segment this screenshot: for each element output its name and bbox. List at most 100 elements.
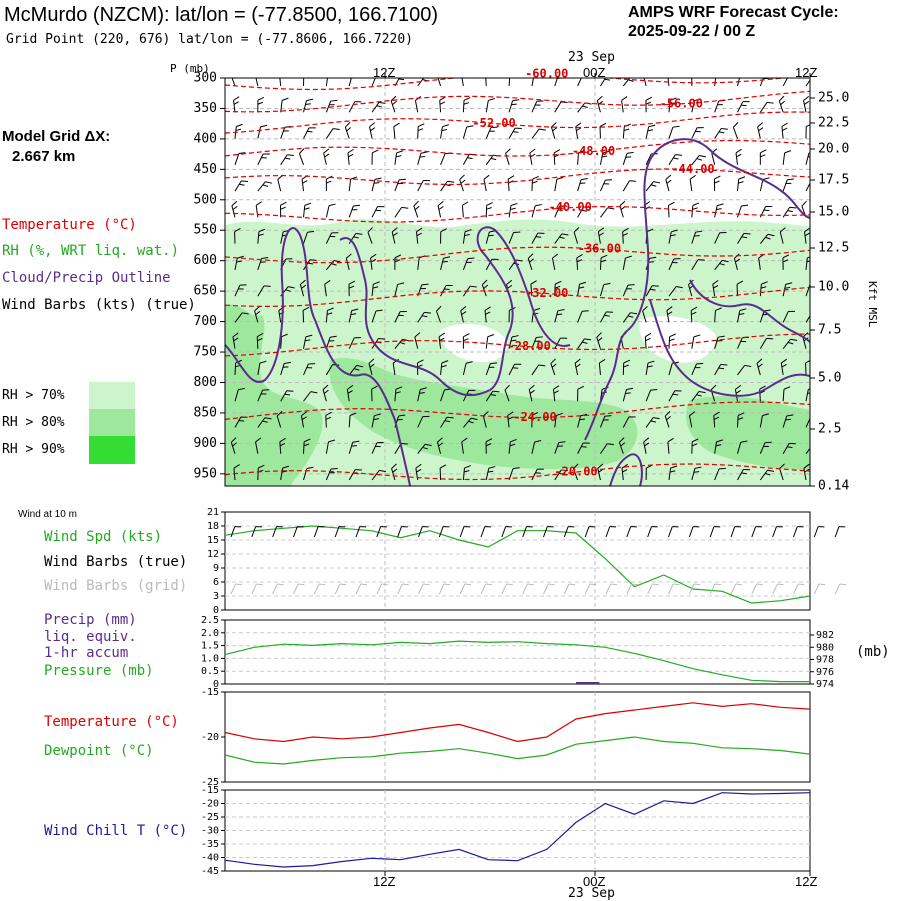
wind-barb-flag xyxy=(739,176,745,180)
wind-barb xyxy=(715,71,723,87)
pressure-tick-label: 850 xyxy=(194,405,217,420)
wind-barb xyxy=(418,178,430,194)
wind-barb-staff xyxy=(372,102,379,112)
pressure-tick-label: 800 xyxy=(194,375,217,390)
wind-barb xyxy=(486,153,500,169)
wind-barb-staff xyxy=(646,182,653,191)
wind-barb-staff xyxy=(509,205,511,217)
wind-barb xyxy=(440,97,447,112)
wind-panel-tick-label: 6 xyxy=(213,577,219,588)
wind-barb xyxy=(281,152,294,168)
wind-barb xyxy=(555,176,564,192)
wind-barb xyxy=(418,150,428,166)
surface-wind-barb-staff xyxy=(814,584,819,594)
wind-barb-staff xyxy=(461,74,463,86)
wind-barb-flag xyxy=(576,128,581,131)
surface-wind-barb-staff xyxy=(585,584,590,594)
wind-barb xyxy=(395,205,408,221)
wind-barb-flag xyxy=(646,97,652,100)
wind-barb xyxy=(304,202,312,218)
wind-barb-flag xyxy=(418,129,423,131)
surface-wind-barb-flag xyxy=(589,525,595,529)
wind-barb-staff xyxy=(256,205,258,217)
surface-wind-barb-true xyxy=(648,525,658,539)
wind-barb xyxy=(326,71,334,87)
wind-barb-flag xyxy=(692,207,697,209)
surface-wind-barb-grid xyxy=(731,582,742,596)
wind-barb-flag xyxy=(287,152,294,158)
wind-barb-flag xyxy=(690,175,696,179)
pressure-tick-label: 600 xyxy=(194,253,217,268)
wind-barb-flag xyxy=(693,202,699,206)
surface-wind-barb-grid xyxy=(585,582,596,596)
wind-barb xyxy=(578,177,588,193)
surface-wind-barb-flag xyxy=(818,525,824,529)
wind-barb-staff xyxy=(395,180,399,191)
windchill-panel-tick-label: -25 xyxy=(201,812,219,823)
wind-barb-flag xyxy=(811,78,816,83)
wind-barb xyxy=(509,203,517,219)
wind-barb xyxy=(737,176,745,192)
wind-barb-flag xyxy=(804,101,809,104)
wind-barb-staff xyxy=(486,74,487,86)
surface-wind-barb-staff xyxy=(439,584,444,594)
wind-barb-flag xyxy=(333,126,340,132)
surface-wind-barb-true xyxy=(335,525,345,539)
wind-barb-staff xyxy=(395,207,402,217)
wind-barb-flag xyxy=(714,181,719,183)
wind-barb-flag xyxy=(324,154,329,157)
surface-wind-barb-flag xyxy=(297,525,303,529)
wind-barb-staff xyxy=(438,206,440,218)
wind-panel-frame xyxy=(225,512,810,610)
wind-barb-flag xyxy=(265,179,272,185)
wind-barb-flag xyxy=(413,201,420,206)
surface-wind-barb-flag xyxy=(485,525,491,529)
temperature-contour-label: -52.00 xyxy=(472,116,515,130)
wind-barb-flag xyxy=(370,128,375,131)
surface-wind-barb-flag xyxy=(443,525,449,529)
wind-barb-staff xyxy=(326,74,328,86)
wind-barb-staff xyxy=(486,155,493,165)
surface-wind-barb-true xyxy=(314,525,324,539)
wind-barb xyxy=(760,150,766,165)
wind-barb-flag xyxy=(414,206,419,210)
surface-wind-barb-true xyxy=(752,525,762,539)
precip-axis-tick-label: 2.5 xyxy=(201,615,219,626)
wind-chill-panel: -15-20-25-30-35-40-45 xyxy=(201,785,810,877)
wind-barb-flag xyxy=(355,99,362,104)
wind-barb-staff xyxy=(304,101,307,113)
wind-barb xyxy=(600,123,607,138)
surface-wind-barb-staff xyxy=(419,527,423,537)
wind-barb-staff xyxy=(463,100,464,112)
wind-barb xyxy=(509,98,519,114)
surface-wind-barb-grid xyxy=(627,582,638,596)
wind-barb-flag xyxy=(232,206,237,209)
wind-barb xyxy=(623,151,633,167)
wind-barb-staff xyxy=(509,101,513,112)
surface-wind-barb-flag xyxy=(756,525,762,529)
wind-barb xyxy=(462,202,469,217)
wind-barb-staff xyxy=(733,127,737,138)
pressure-tick-label: 400 xyxy=(194,131,217,146)
wind-barb-flag xyxy=(487,202,493,205)
surface-wind-barb-staff xyxy=(252,584,257,594)
wind-barb-flag xyxy=(666,180,671,183)
surface-wind-barb-flag xyxy=(486,582,492,586)
wind-barb xyxy=(532,99,544,115)
wind-barb-flag xyxy=(377,204,384,209)
surface-wind-barb-grid xyxy=(481,582,492,596)
surface-wind-barb-true xyxy=(523,525,533,539)
surface-wind-barb-flag xyxy=(235,525,241,529)
surface-wind-barb-flag xyxy=(548,582,554,586)
surface-wind-barb-staff xyxy=(481,527,485,537)
wind-barb-staff xyxy=(281,127,285,138)
wind-barb-flag xyxy=(624,129,629,131)
surface-wind-barb-staff xyxy=(627,527,631,537)
surface-wind-barb-flag xyxy=(694,582,700,586)
wind-barb-staff xyxy=(304,128,309,139)
wind-barb-staff xyxy=(235,363,236,375)
wind-barb xyxy=(783,73,795,89)
wind-panel-tick-label: 9 xyxy=(213,563,219,574)
wind-barb xyxy=(715,203,724,219)
wind-barb xyxy=(258,179,272,194)
